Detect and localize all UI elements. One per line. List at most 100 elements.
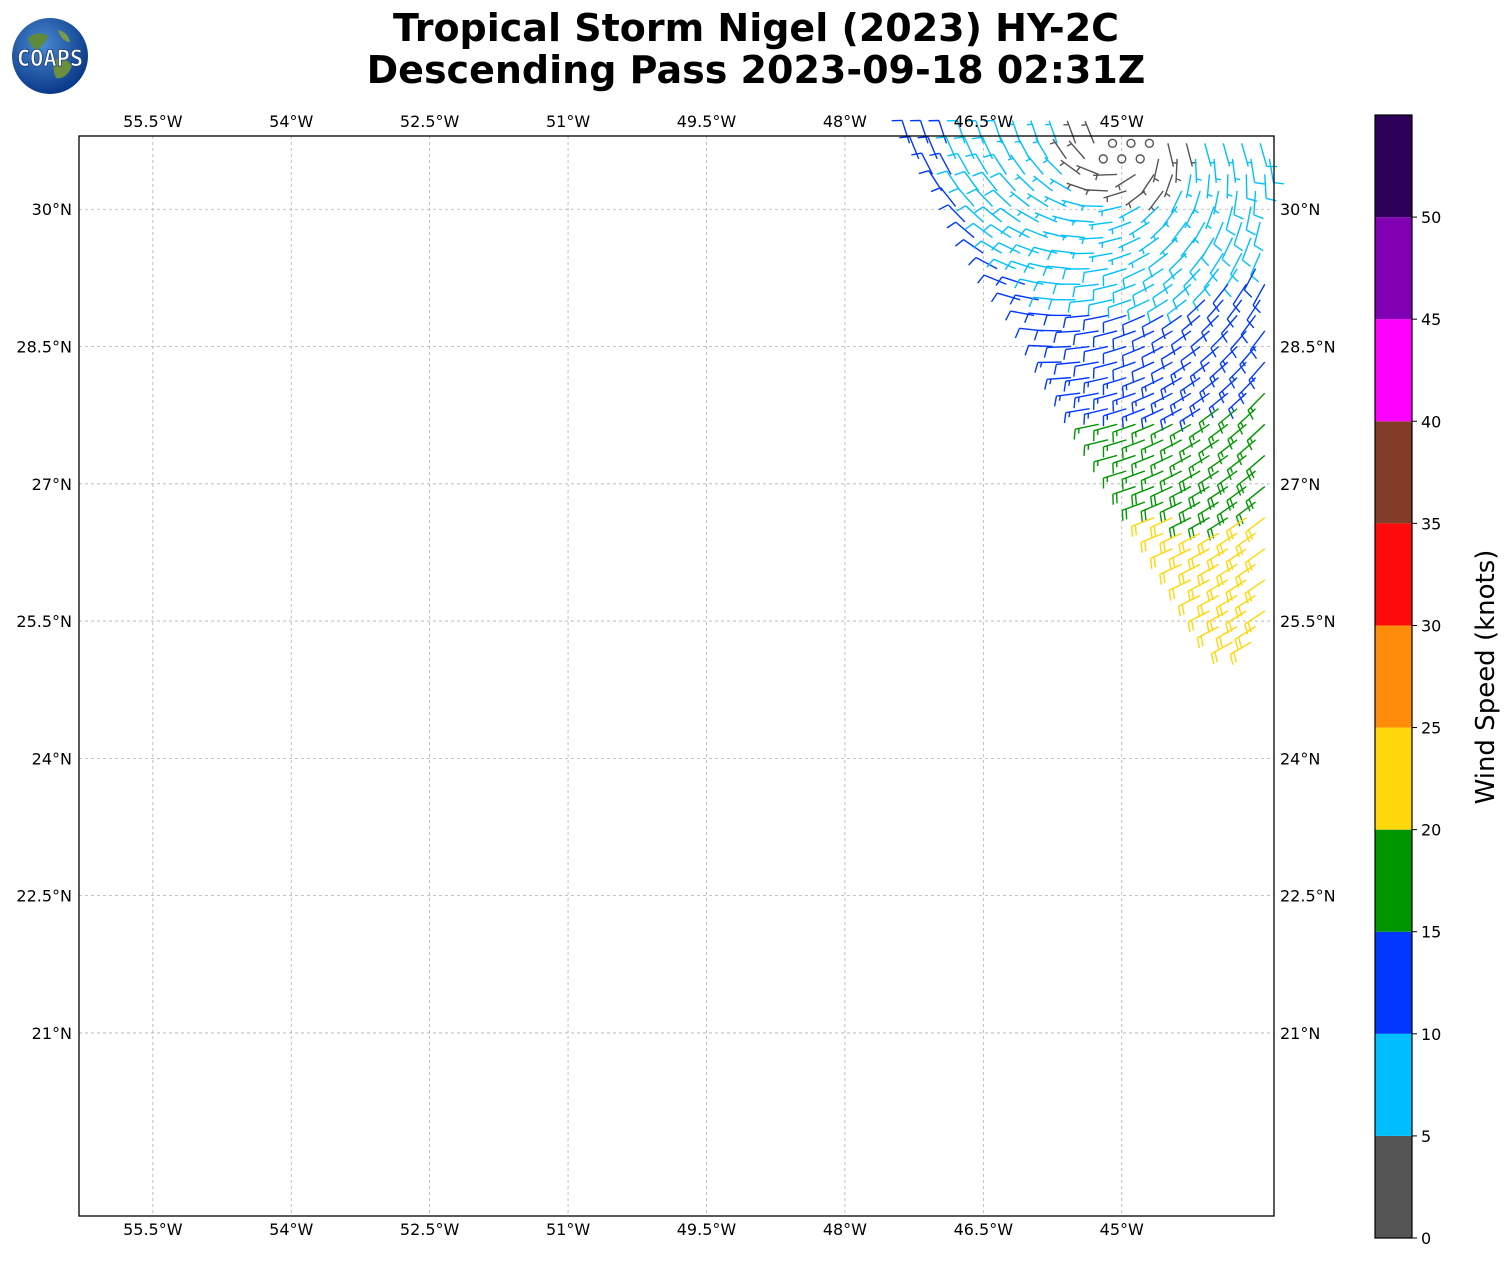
wind-barb [1252,283,1266,314]
wind-barb [983,119,1003,144]
wind-barb [1235,532,1256,558]
wind-barb [1199,377,1220,403]
wind-barb [1088,221,1113,230]
lat-ticks-right: 30°N 28.5°N 27°N 25.5°N 24°N 22.5°N 21°N [1280,200,1336,1043]
wind-barb [1093,173,1118,181]
wind-barb [1207,454,1229,480]
wind-barb [1160,377,1183,401]
wind-barb [1004,260,1035,271]
wind-barb [1027,246,1058,257]
wind-barb [1092,283,1118,301]
wind-barb [1128,221,1150,239]
wind-barb [1192,221,1206,244]
wind-barb [1250,158,1266,185]
wind-barb [1225,610,1247,634]
wind-barb [977,274,1007,285]
wind-barb [1112,392,1136,412]
wind-barb [1102,439,1127,458]
wind-barb [1215,594,1238,619]
wind-barb [1121,345,1146,367]
wind-barb [1219,346,1238,374]
wind-barb [1112,423,1136,443]
chart-title-line2: Descending Pass 2023-09-18 02:31Z [366,48,1146,92]
wind-barb [1128,252,1150,269]
lon-tick-label-bottom: 45°W [1100,1220,1144,1239]
wind-barb [991,207,1021,223]
wind-barb [1169,454,1192,478]
colorbar: 0 5 10 15 20 25 30 35 40 45 50 Wind Speed (knots) [1374,114,1501,1248]
wind-barb [1213,190,1220,215]
wind-barb [1245,206,1256,236]
colorbar-tick-label: 45 [1421,310,1441,329]
wind-barb [1098,154,1108,164]
wind-barb [1188,485,1210,510]
wind-barb [1152,283,1173,309]
wind-barb [1244,579,1266,604]
wind-barb [1005,310,1035,321]
wind-barb [1179,377,1201,402]
wind-barb [1248,361,1266,390]
lon-tick-label-bottom: 49.5°W [677,1220,737,1239]
wind-barb [1103,190,1127,203]
wind-barb [1205,206,1215,230]
lon-tick-label-bottom: 54°W [269,1220,313,1239]
wind-barb [1149,548,1173,569]
wind-barb [1121,376,1146,397]
wind-barb [1206,299,1224,328]
wind-barb [1239,346,1257,374]
wind-barb [1049,178,1072,192]
wind-barb [1150,361,1173,385]
lat-tick-label-left: 30°N [32,200,72,219]
wind-barb [1245,485,1266,512]
wind-barb [1130,517,1155,537]
wind-barb [1028,296,1058,308]
wind-barb [996,137,1012,160]
colorbar-tick-label: 35 [1421,514,1441,533]
wind-barb [1178,563,1201,586]
wind-barb [989,172,1017,192]
wind-barb [1184,206,1197,229]
wind-barb [1206,174,1213,199]
wind-barb [1168,548,1192,570]
wind-barb [1079,204,1104,211]
wind-barb [1083,376,1109,394]
lon-tick-label-bottom: 46.5°W [954,1220,1014,1239]
wind-barb [1209,361,1229,388]
wind-barb [1168,517,1192,539]
wind-barb [1034,361,1062,373]
wind-barb [1014,278,1044,289]
wind-barb [1186,299,1206,326]
wind-barb [1049,138,1067,160]
colorbar-tick-label: 10 [1421,1025,1441,1044]
wind-barb [928,119,948,144]
wind-barb [1107,138,1118,149]
wind-barb [954,239,984,254]
wind-barb [1093,423,1118,442]
wind-barb [899,135,920,160]
wind-barb [1233,190,1244,220]
wind-barb [1196,625,1219,649]
wind-barb [1073,392,1099,409]
lon-tick-label-bottom: 52.5°W [400,1220,460,1239]
wind-barb [1083,408,1109,425]
wind-barb [1241,143,1253,167]
colorbar-tick-label: 20 [1421,821,1441,840]
wind-barb [1268,158,1284,185]
wind-barb [1215,625,1238,649]
colorbar-segment-2 [1375,931,1412,1034]
wind-barb [983,153,1007,175]
wind-barb [1052,283,1081,295]
wind-barb [1140,501,1164,522]
wind-barb [1213,158,1222,183]
wind-barb [1197,532,1219,556]
wind-barb [917,136,938,160]
colorbar-tick-label: 5 [1421,1127,1431,1146]
wind-barb [1072,330,1099,346]
wind-barb [1102,314,1127,333]
wind-barb [1217,439,1238,465]
wind-barb [1246,299,1261,329]
wind-barb [1063,345,1090,360]
wind-barb [1140,439,1164,461]
wind-barb [1014,173,1035,192]
wind-barb [1141,314,1164,338]
